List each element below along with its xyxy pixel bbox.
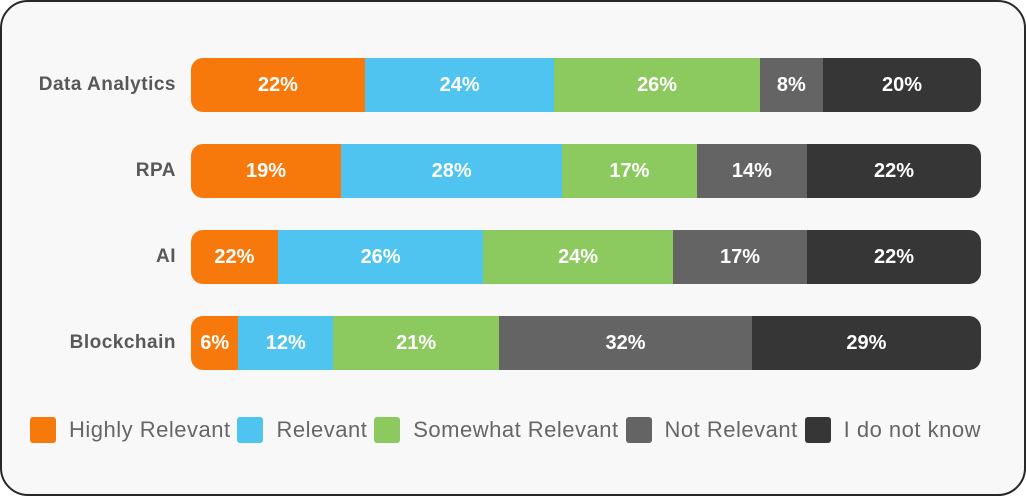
bar-segment-relevant: 28% (341, 144, 563, 198)
bar-segment-not-relevant: 17% (672, 230, 808, 284)
category-label: RPA (135, 160, 176, 181)
bar-segment-not-relevant: 14% (696, 144, 808, 198)
chart-row-rpa: RPA 19% 28% 17% 14% 22% (2, 144, 981, 198)
legend-item-not-relevant: Not Relevant (625, 417, 798, 443)
chart-row-blockchain: Blockchain 6% 12% 21% 32% 29% (2, 316, 981, 370)
legend-item-relevant: Relevant (237, 417, 367, 443)
chart-row-data-analytics: Data Analytics 22% 24% 26% 8% 20% (2, 58, 981, 112)
chart-row-ai: AI 22% 26% 24% 17% 22% (2, 230, 981, 284)
bar-segment-highly-relevant: 22% (191, 230, 278, 284)
bar-chart: Data Analytics 22% 24% 26% 8% 20% RPA 19… (2, 2, 1024, 370)
bar-segment-highly-relevant: 19% (191, 144, 342, 198)
bar-segment-highly-relevant: 22% (191, 58, 365, 112)
bar-segment-somewhat-relevant: 26% (554, 58, 760, 112)
bar-segment-somewhat-relevant: 21% (333, 316, 500, 370)
legend-label: I do not know (843, 417, 981, 442)
bar-segment-relevant: 12% (238, 316, 334, 370)
legend-item-highly-relevant: Highly Relevant (30, 417, 231, 443)
legend-item-i-do-not-know: I do not know (804, 417, 981, 443)
legend-swatch-icon (625, 417, 652, 443)
category-label: Data Analytics (38, 74, 176, 95)
legend-swatch-icon (30, 417, 56, 443)
category-label: AI (156, 246, 176, 267)
legend-swatch-icon (804, 417, 831, 443)
bar-segment-i-do-not-know: 22% (807, 230, 981, 284)
bar-segment-highly-relevant: 6% (191, 316, 239, 370)
stacked-bar: 22% 24% 26% 8% 20% (191, 58, 981, 112)
chart-legend: Highly Relevant Relevant Somewhat Releva… (30, 417, 981, 443)
bar-segment-not-relevant: 8% (759, 58, 823, 112)
bar-segment-not-relevant: 32% (499, 316, 752, 370)
bar-segment-i-do-not-know: 20% (822, 58, 981, 112)
bar-segment-somewhat-relevant: 24% (483, 230, 673, 284)
legend-swatch-icon (237, 417, 264, 443)
stacked-bar: 22% 26% 24% 17% 22% (191, 230, 981, 284)
bar-segment-i-do-not-know: 29% (751, 316, 981, 370)
legend-label: Somewhat Relevant (413, 417, 619, 442)
legend-item-somewhat-relevant: Somewhat Relevant (374, 417, 618, 443)
legend-label: Relevant (276, 417, 368, 442)
bar-segment-i-do-not-know: 22% (807, 144, 981, 198)
stacked-bar: 19% 28% 17% 14% 22% (191, 144, 981, 198)
stacked-bar: 6% 12% 21% 32% 29% (191, 316, 981, 370)
legend-label: Not Relevant (664, 417, 798, 442)
bar-segment-somewhat-relevant: 17% (562, 144, 697, 198)
category-label: Blockchain (69, 332, 176, 353)
legend-label: Highly Relevant (69, 417, 231, 442)
legend-swatch-icon (374, 417, 401, 443)
bar-segment-relevant: 24% (364, 58, 555, 112)
bar-segment-relevant: 26% (277, 230, 484, 284)
